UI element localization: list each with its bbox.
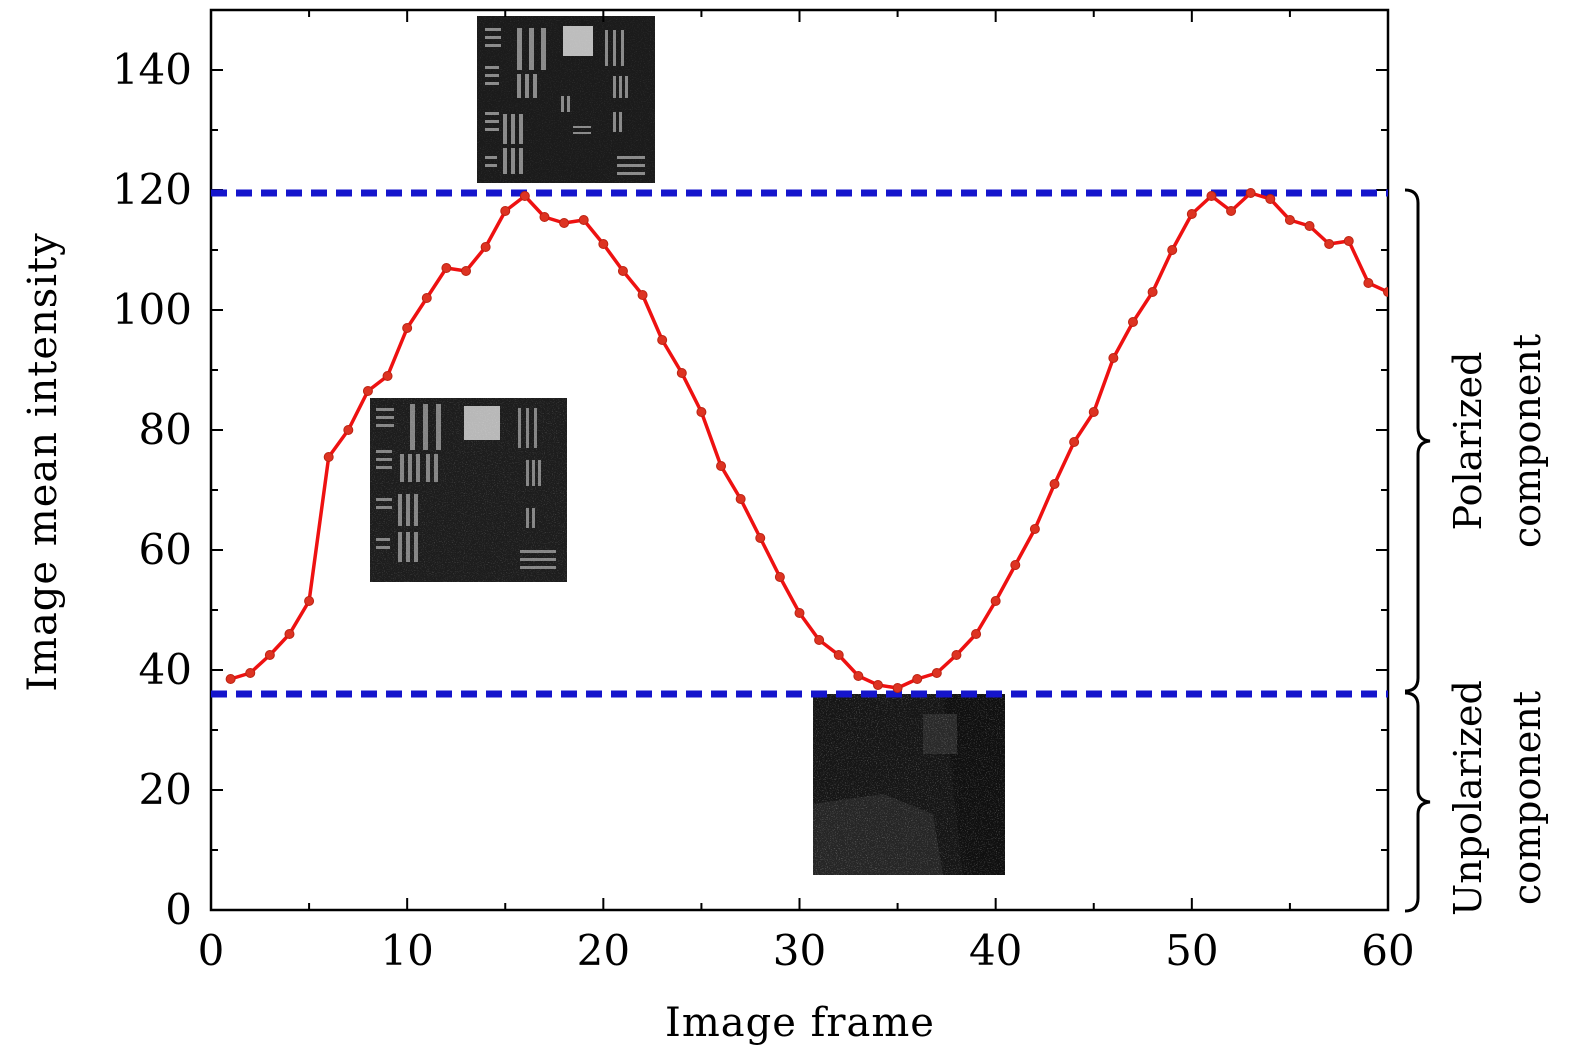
data-point: [225, 674, 236, 684]
data-point: [304, 596, 315, 606]
data-point: [362, 386, 373, 396]
y-tick-label: 80: [139, 405, 192, 454]
inset-image-high: [477, 16, 655, 183]
series-layer: [225, 188, 1388, 693]
data-point: [441, 263, 452, 273]
data-point: [402, 323, 413, 333]
polarized-label-line1: Polarized: [1446, 352, 1490, 531]
data-point: [774, 572, 785, 582]
data-point: [1088, 407, 1099, 417]
polarized-brace: [1404, 188, 1431, 693]
data-point: [892, 683, 903, 693]
data-point: [559, 218, 570, 228]
data-point: [1069, 437, 1080, 447]
y-tick-label: 140: [112, 45, 192, 94]
data-point: [931, 668, 942, 678]
unpolarized-brace: [1404, 691, 1431, 913]
data-point: [264, 650, 275, 660]
data-point: [382, 371, 393, 381]
tick-labels: 0 10 20 30 40 50 60 0 20 40 60 80 100 120 140: [112, 45, 1415, 975]
unpolarized-label-line2: component: [1505, 691, 1549, 905]
data-point: [716, 461, 727, 471]
x-tick-label: 60: [1361, 926, 1414, 975]
data-point: [1383, 287, 1388, 297]
data-point: [1284, 215, 1295, 225]
x-tick-label: 0: [198, 926, 225, 975]
data-point: [1245, 188, 1256, 198]
data-point: [1108, 353, 1119, 363]
y-tick-label: 100: [112, 285, 192, 334]
data-point: [245, 668, 256, 678]
data-point: [1304, 221, 1315, 231]
data-point: [1186, 209, 1197, 219]
data-point: [1206, 191, 1217, 201]
data-point: [676, 368, 687, 378]
data-point: [1049, 479, 1060, 489]
data-point: [833, 650, 844, 660]
data-point: [1127, 317, 1138, 327]
inset-image-low: [813, 694, 1005, 875]
data-point: [1010, 560, 1021, 570]
data-point: [343, 425, 354, 435]
data-point: [814, 635, 825, 645]
y-tick-label: 0: [165, 885, 192, 934]
data-point: [755, 533, 766, 543]
data-point: [696, 407, 707, 417]
polarized-label-line2: component: [1505, 334, 1549, 548]
data-point: [637, 290, 648, 300]
x-tick-label: 20: [577, 926, 630, 975]
data-point: [912, 674, 923, 684]
y-axis-title: Image mean intensity: [20, 232, 66, 692]
data-point: [284, 629, 295, 639]
data-point: [1226, 206, 1237, 216]
data-point: [598, 239, 609, 249]
data-point: [1265, 194, 1276, 204]
data-point: [1029, 524, 1040, 534]
y-tick-label: 60: [139, 525, 192, 574]
x-tick-label: 10: [380, 926, 433, 975]
data-point: [323, 452, 334, 462]
data-point: [500, 206, 511, 216]
data-point: [657, 335, 668, 345]
data-point: [1167, 245, 1178, 255]
reference-lines: [211, 189, 1388, 698]
y-tick-label: 120: [112, 165, 192, 214]
data-point: [1343, 236, 1354, 246]
y-tick-label: 40: [139, 645, 192, 694]
data-point: [1324, 239, 1335, 249]
data-point: [539, 212, 550, 222]
data-point: [480, 242, 491, 252]
data-point: [461, 266, 472, 276]
unpolarized-label-line1: Unpolarized: [1446, 680, 1490, 916]
data-point: [578, 215, 589, 225]
data-point: [735, 494, 746, 504]
data-point: [853, 671, 864, 681]
data-point: [617, 266, 628, 276]
x-tick-label: 40: [969, 926, 1022, 975]
x-tick-label: 50: [1165, 926, 1218, 975]
data-point: [971, 629, 982, 639]
data-point: [951, 650, 962, 660]
x-tick-label: 30: [773, 926, 826, 975]
data-point: [990, 596, 1001, 606]
data-point: [872, 680, 883, 690]
data-point: [421, 293, 432, 303]
x-axis-title: Image frame: [665, 1000, 935, 1046]
data-point: [1147, 287, 1158, 297]
data-point: [1363, 278, 1374, 288]
data-point: [519, 191, 530, 201]
y-tick-label: 20: [139, 765, 192, 814]
data-point: [794, 608, 805, 618]
inset-image-mid: [370, 398, 567, 582]
